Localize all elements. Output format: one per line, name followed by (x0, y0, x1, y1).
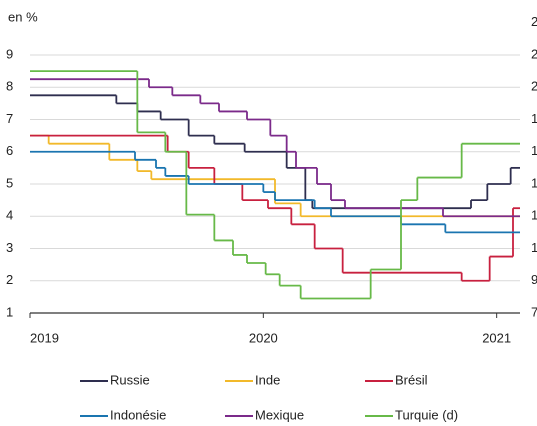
y-tick-label: 7 (6, 111, 13, 126)
y-tick-label: 4 (6, 208, 13, 223)
legend-label: Inde (255, 372, 280, 387)
legend-label: Russie (110, 372, 150, 387)
y-tick-label: 2 (6, 272, 13, 287)
y-tick-label: 3 (6, 240, 13, 255)
y-tick-label: 9 (6, 46, 13, 61)
legend-label: Brésil (395, 372, 428, 387)
y-tick-label: 6 (6, 143, 13, 158)
y2-tick-label: 9 (531, 272, 537, 287)
legend-label: Indonésie (110, 407, 166, 422)
legend-label: Mexique (255, 407, 304, 422)
y-unit-label: en % (8, 9, 38, 24)
y2-tick-label: 23 (531, 46, 537, 61)
y2-tick-label: 11 (531, 240, 537, 255)
y2-tick-label: 21 (531, 79, 537, 94)
x-tick-label: 2021 (482, 330, 511, 345)
y-tick-label: 8 (6, 79, 13, 94)
y2-tick-label: 19 (531, 111, 537, 126)
y2-tick-label: 25 (531, 14, 537, 29)
y-tick-label: 1 (6, 304, 13, 319)
y2-tick-label: 17 (531, 143, 537, 158)
y-tick-label: 5 (6, 175, 13, 190)
y2-tick-label: 7 (531, 304, 537, 319)
legend-label: Turquie (d) (395, 407, 458, 422)
x-tick-label: 2020 (249, 330, 278, 345)
y2-tick-label: 13 (531, 208, 537, 223)
x-tick-label: 2019 (30, 330, 59, 345)
y2-tick-label: 15 (531, 175, 537, 190)
